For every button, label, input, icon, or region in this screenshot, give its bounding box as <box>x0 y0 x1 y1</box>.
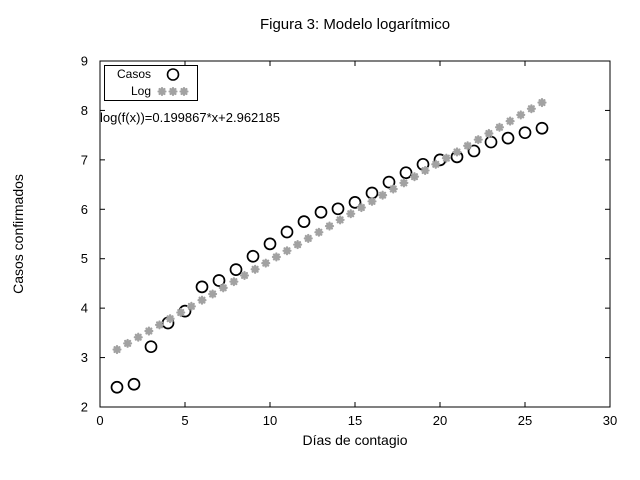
log-fit-dot <box>133 332 143 342</box>
legend-entry-casos: Casos <box>105 66 197 83</box>
casos-data-point <box>263 237 277 251</box>
casos-data-point <box>484 135 498 149</box>
log-fit-dot <box>505 116 515 126</box>
log-fit-dot <box>526 104 536 114</box>
log-fit-dot <box>112 345 122 355</box>
casos-data-point <box>518 126 532 140</box>
log-fit-dot <box>516 110 526 120</box>
log-fit-dot <box>463 141 473 151</box>
x-tick-label: 25 <box>518 413 532 428</box>
log-fit-dot <box>165 314 175 324</box>
x-axis-label: Días de contagio <box>302 432 408 448</box>
y-tick-label: 2 <box>81 400 88 415</box>
x-tick-label: 15 <box>348 413 362 428</box>
y-tick-label: 3 <box>81 350 88 365</box>
log-fit-dot <box>314 227 324 237</box>
log-fit-dot <box>335 215 345 225</box>
log-fit-dot <box>229 277 239 287</box>
chart-title: Figura 3: Modelo logarítmico <box>259 16 451 33</box>
casos-data-point <box>399 166 413 180</box>
log-fit-dot <box>282 246 292 256</box>
casos-data-point <box>501 131 515 145</box>
log-fit-dot <box>441 153 451 163</box>
log-fit-dot <box>388 184 398 194</box>
log-fit-dot <box>378 190 388 200</box>
log-fit-dot <box>176 307 186 318</box>
casos-data-point <box>246 249 260 263</box>
x-tick-label: 20 <box>433 413 447 428</box>
x-tick-label: 30 <box>603 413 617 428</box>
log-fit-dot <box>271 252 281 262</box>
casos-data-point <box>467 144 481 158</box>
casos-data-point <box>382 175 396 189</box>
log-fit-dot <box>473 135 483 145</box>
log-fit-dot <box>399 178 409 188</box>
log-fit-dot <box>494 122 505 132</box>
log-fit-dot <box>261 258 271 268</box>
log-fit-dot <box>157 86 167 97</box>
legend-label-casos: Casos <box>116 67 151 81</box>
log-marker-icon <box>151 83 197 100</box>
y-tick-label: 6 <box>81 202 88 217</box>
log-fit-dot <box>197 295 207 305</box>
log-fit-dot <box>250 264 260 274</box>
log-fit-dot <box>179 86 189 97</box>
log-fit-dot <box>186 301 196 311</box>
log-fit-dot <box>293 240 303 250</box>
log-fit-dot <box>356 202 366 213</box>
log-fit-dot <box>218 283 228 293</box>
log-fit-dot <box>123 338 133 348</box>
log-fit-dot <box>431 159 441 169</box>
x-tick-label: 5 <box>181 413 188 428</box>
casos-data-point <box>212 274 226 287</box>
log-fit-dot <box>324 221 335 231</box>
log-fit-dot <box>537 98 547 108</box>
log-fit-dot <box>144 326 154 336</box>
casos-data-point <box>297 215 311 228</box>
log-fit-dot <box>409 172 420 182</box>
log-fit-dot <box>346 209 356 219</box>
legend-entry-log: Log <box>105 83 197 100</box>
log-fit-dot <box>208 289 218 299</box>
y-tick-label: 5 <box>81 251 88 266</box>
casos-data-point <box>144 340 158 354</box>
log-fit-dot <box>484 128 494 139</box>
y-tick-label: 7 <box>81 152 88 167</box>
y-tick-label: 8 <box>81 103 88 118</box>
casos-data-point <box>110 380 124 394</box>
casos-data-point <box>535 121 549 135</box>
x-tick-label: 10 <box>263 413 277 428</box>
casos-data-point <box>127 377 141 391</box>
casos-data-point <box>195 280 209 294</box>
log-fit-dot <box>168 86 178 97</box>
legend-label-log: Log <box>130 84 151 98</box>
x-tick-label: 0 <box>96 413 103 428</box>
legend-box: Casos Log <box>104 65 198 101</box>
casos-data-point <box>280 225 294 239</box>
casos-data-point <box>229 263 243 276</box>
casos-data-point <box>348 196 362 209</box>
log-fit-dot <box>452 147 462 157</box>
casos-data-point <box>314 205 328 219</box>
casos-marker-icon <box>151 66 197 83</box>
casos-data-point <box>331 202 345 216</box>
log-fit-dot <box>303 233 313 243</box>
log-fit-dot <box>154 320 165 330</box>
log-fit-dot <box>239 270 250 281</box>
casos-data-point <box>365 186 379 200</box>
y-tick-label: 4 <box>81 301 88 316</box>
log-fit-dot <box>420 165 430 176</box>
log-fit-dot <box>367 196 377 206</box>
fit-equation-annotation: log(f(x))=0.199867*x+2.962185 <box>100 110 280 125</box>
y-tick-label: 9 <box>81 54 88 69</box>
